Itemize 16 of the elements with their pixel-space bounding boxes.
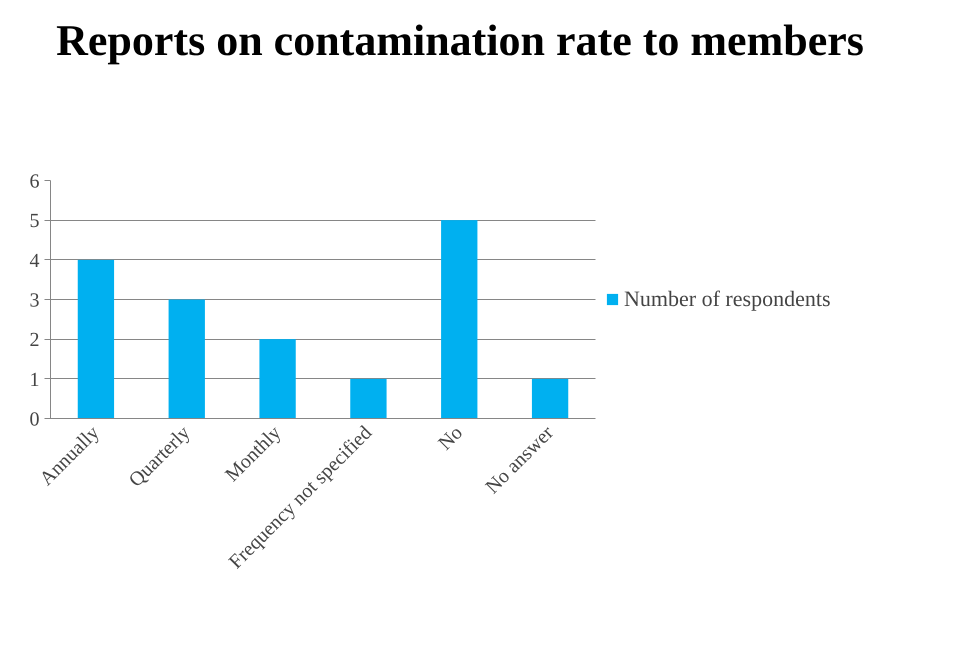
legend-label: Number of respondents <box>624 286 831 312</box>
chart-title: Reports on contamination rate to members <box>56 15 864 67</box>
bar <box>78 260 114 418</box>
y-tick-label: 3 <box>30 290 40 312</box>
y-tick-label: 6 <box>30 170 40 192</box>
x-tick-label: No <box>434 422 468 455</box>
bar <box>168 300 205 418</box>
y-tick-label: 0 <box>30 408 40 430</box>
bar <box>441 220 478 418</box>
y-tick-label: 2 <box>30 329 40 352</box>
bar <box>532 378 568 418</box>
bar <box>259 339 296 418</box>
y-tick-label: 1 <box>30 368 40 391</box>
y-tick-label: 4 <box>30 250 40 272</box>
bar <box>350 378 387 418</box>
y-tick-label: 5 <box>30 210 40 232</box>
